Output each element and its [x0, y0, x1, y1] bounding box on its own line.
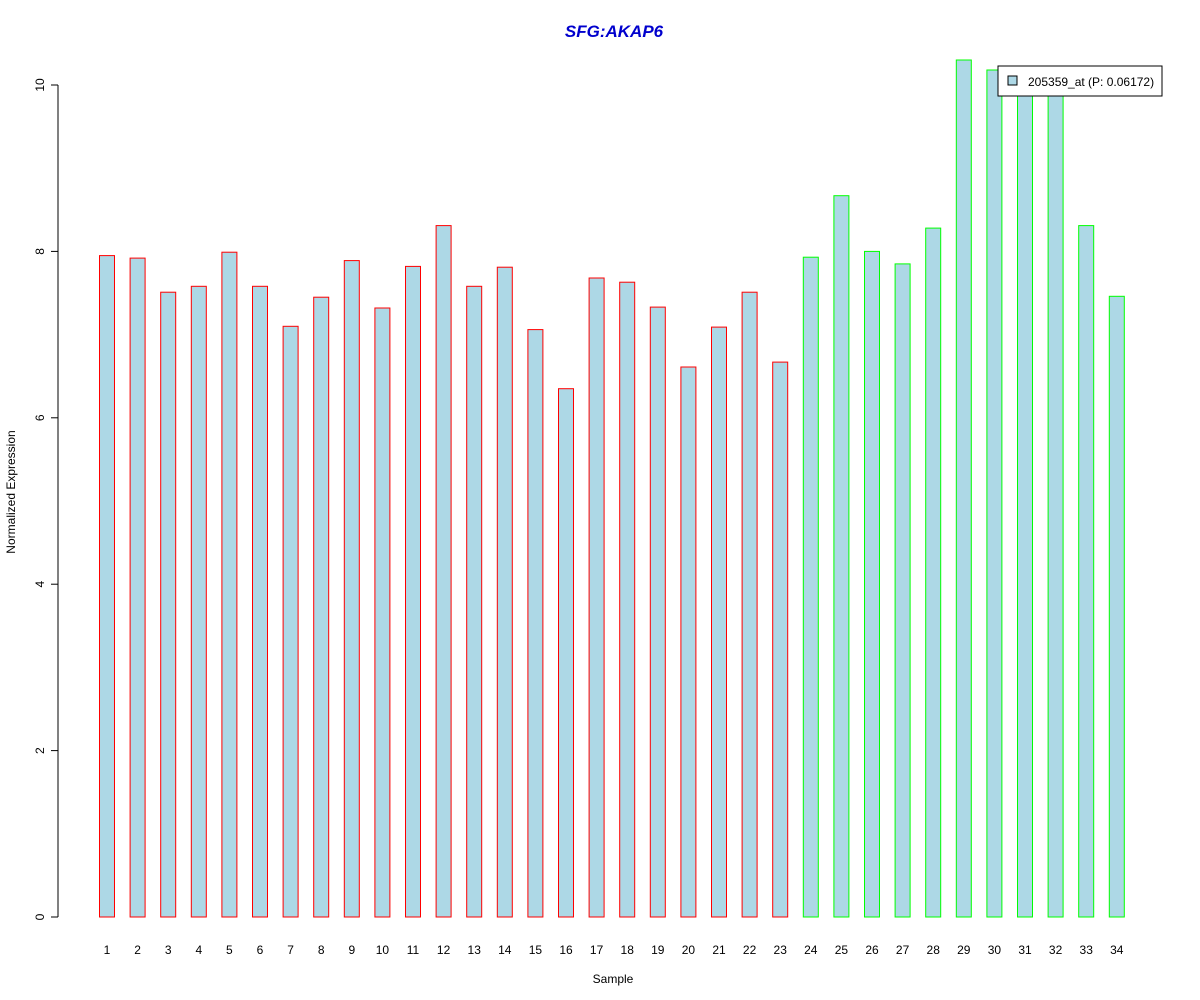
x-tick-label: 10 — [376, 943, 390, 957]
bars-group — [99, 59, 1125, 918]
y-tick-label: 6 — [33, 414, 47, 421]
bar-sample-23 — [772, 361, 789, 918]
legend: 205359_at (P: 0.06172) — [997, 65, 1163, 97]
bar-sample-8 — [313, 296, 330, 918]
bar-sample-11 — [405, 265, 421, 918]
x-tick-label: 31 — [1018, 943, 1032, 957]
bar-sample-22 — [741, 291, 758, 918]
x-tick-label: 29 — [957, 943, 971, 957]
x-tick-label: 6 — [257, 943, 264, 957]
y-axis-label: Normalized Expression — [4, 430, 18, 553]
x-tick-label: 8 — [318, 943, 325, 957]
bar-sample-14 — [496, 266, 513, 918]
bar-sample-28 — [925, 227, 942, 918]
x-tick-label: 4 — [195, 943, 202, 957]
bar-sample-7 — [282, 325, 299, 918]
x-tick-label: 11 — [407, 943, 420, 957]
bar-sample-30 — [986, 69, 1003, 918]
bar-sample-17 — [588, 277, 605, 918]
x-tick-label: 21 — [712, 943, 726, 957]
bar-sample-15 — [527, 329, 544, 918]
x-tick-label: 17 — [590, 943, 604, 957]
x-tick-label: 32 — [1049, 943, 1063, 957]
bar-sample-27 — [894, 263, 911, 918]
x-tick-label: 26 — [865, 943, 879, 957]
bar-sample-2 — [129, 257, 146, 918]
x-tick-label: 9 — [348, 943, 355, 957]
x-tick-label: 25 — [835, 943, 849, 957]
x-tick-label: 30 — [988, 943, 1002, 957]
bar-sample-18 — [619, 281, 636, 918]
x-tick-label: 1 — [104, 943, 111, 957]
bar-sample-3 — [160, 291, 177, 918]
x-tick-label: 16 — [559, 943, 573, 957]
bar-sample-12 — [435, 225, 452, 918]
bar-sample-1 — [99, 255, 115, 918]
x-tick-label: 3 — [165, 943, 172, 957]
x-tick-label: 22 — [743, 943, 757, 957]
x-tick-label: 19 — [651, 943, 665, 957]
chart-title: SFG:AKAP6 — [565, 22, 664, 41]
x-tick-label: 12 — [437, 943, 451, 957]
x-tick-label: 20 — [682, 943, 696, 957]
bar-sample-26 — [864, 250, 880, 918]
bar-sample-5 — [221, 251, 238, 918]
bar-sample-20 — [680, 366, 697, 918]
bar-sample-6 — [252, 285, 268, 918]
bar-sample-16 — [558, 388, 574, 918]
bar-sample-19 — [649, 306, 666, 918]
x-tick-label: 34 — [1110, 943, 1124, 957]
y-tick-label: 4 — [33, 581, 47, 588]
y-tick-label: 10 — [33, 78, 47, 92]
bar-sample-31 — [1017, 88, 1033, 918]
x-tick-label: 13 — [468, 943, 482, 957]
x-tick-label: 18 — [621, 943, 635, 957]
bar-sample-25 — [833, 195, 850, 918]
y-tick-label: 2 — [33, 747, 47, 754]
x-tick-label: 2 — [134, 943, 141, 957]
y-tick-label: 8 — [33, 248, 47, 255]
bar-sample-29 — [955, 59, 972, 918]
x-tick-label: 5 — [226, 943, 233, 957]
x-tick-label: 27 — [896, 943, 910, 957]
bar-sample-4 — [190, 285, 207, 918]
bar-sample-13 — [466, 285, 483, 918]
bar-sample-21 — [711, 326, 727, 918]
x-tick-label: 7 — [287, 943, 294, 957]
bar-sample-24 — [802, 256, 819, 918]
bar-sample-9 — [343, 260, 360, 918]
x-tick-label: 33 — [1080, 943, 1094, 957]
bar-sample-33 — [1078, 225, 1095, 918]
legend-box — [997, 65, 1163, 97]
x-tick-label: 14 — [498, 943, 512, 957]
legend-label: 205359_at (P: 0.06172) — [1028, 75, 1154, 89]
y-tick-label: 0 — [33, 913, 47, 920]
x-tick-label: 23 — [774, 943, 788, 957]
x-tick-label: 24 — [804, 943, 818, 957]
bar-sample-34 — [1108, 295, 1125, 918]
x-tick-label: 15 — [529, 943, 543, 957]
x-tick-label: 28 — [927, 943, 941, 957]
bar-sample-32 — [1047, 92, 1064, 918]
bar-sample-10 — [374, 307, 391, 918]
x-tick-labels: 1 2 3 4 5 6 7 8 9 10 11 12 13 14 15 16 17 18 19 20 21 22 23 24 2… — [104, 943, 1124, 957]
legend-swatch — [1007, 75, 1018, 86]
x-axis-label: Sample — [593, 972, 634, 986]
y-axis: 0 2 4 6 8 10 — [33, 78, 59, 920]
